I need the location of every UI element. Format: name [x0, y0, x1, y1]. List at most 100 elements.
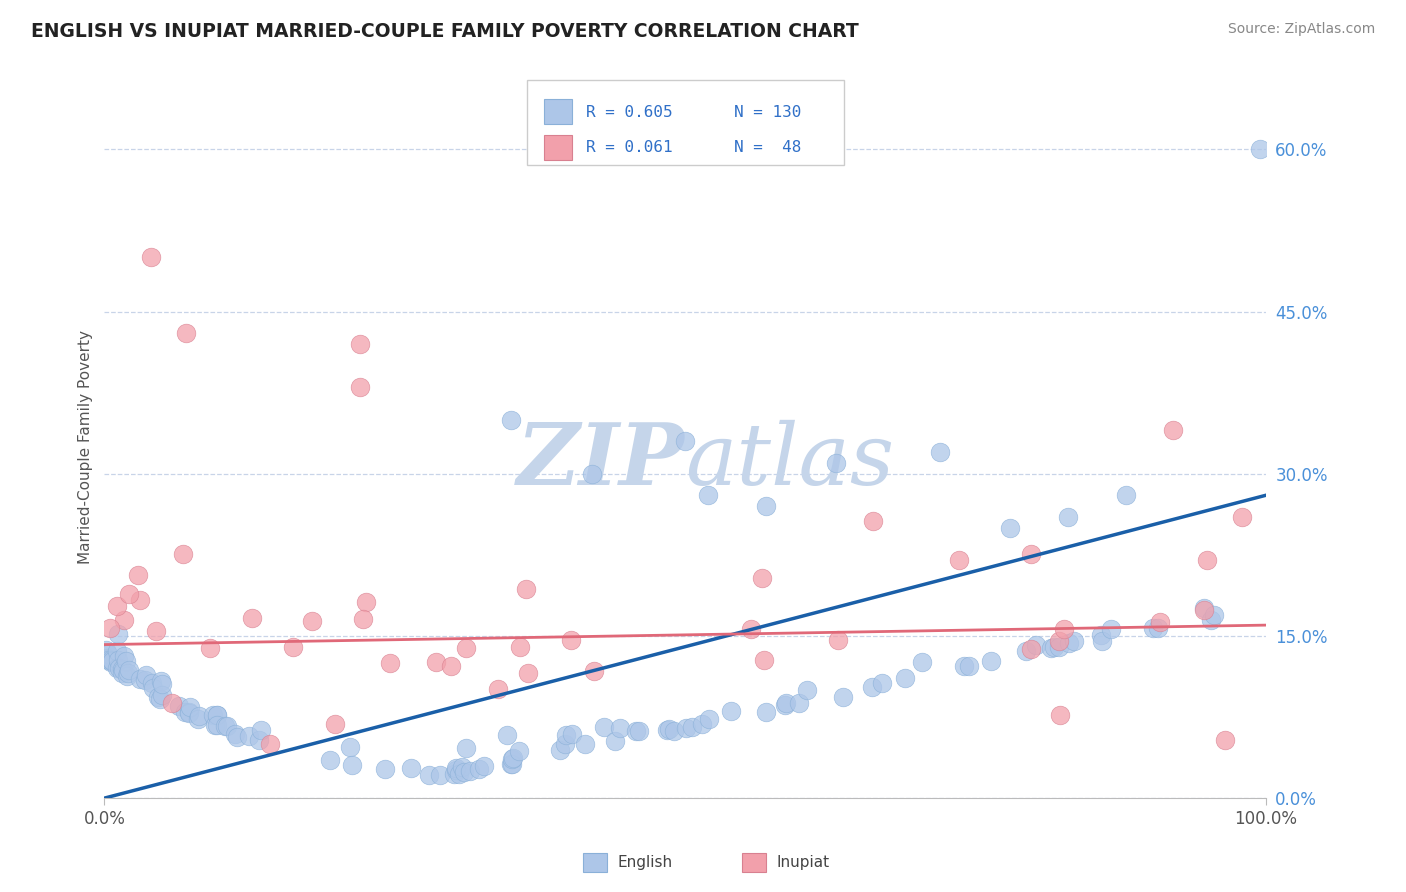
- Point: [1192, 600, 1215, 615]
- Point: [352, 612, 374, 626]
- Point: [339, 739, 361, 754]
- Point: [454, 740, 477, 755]
- Point: [697, 712, 720, 726]
- Point: [655, 723, 678, 738]
- Point: [429, 768, 451, 782]
- Point: [517, 665, 540, 680]
- Point: [205, 718, 228, 732]
- Point: [444, 763, 467, 777]
- Point: [108, 661, 131, 675]
- Point: [188, 709, 211, 723]
- Point: [129, 672, 152, 686]
- Point: [509, 640, 531, 654]
- Point: [173, 705, 195, 719]
- Point: [673, 434, 696, 449]
- Text: N =  48: N = 48: [734, 140, 801, 155]
- Point: [148, 690, 170, 705]
- Point: [443, 766, 465, 780]
- Point: [349, 380, 371, 394]
- Point: [204, 718, 226, 732]
- Point: [128, 593, 150, 607]
- Point: [860, 680, 883, 694]
- Text: ENGLISH VS INUPIAT MARRIED-COUPLE FAMILY POVERTY CORRELATION CHART: ENGLISH VS INUPIAT MARRIED-COUPLE FAMILY…: [31, 22, 859, 41]
- Point: [929, 445, 952, 459]
- Point: [114, 654, 136, 668]
- Point: [167, 699, 190, 714]
- Point: [179, 700, 201, 714]
- Point: [111, 663, 134, 677]
- Point: [446, 761, 468, 775]
- Point: [105, 644, 128, 658]
- Point: [105, 661, 128, 675]
- Point: [1057, 510, 1080, 524]
- Point: [1091, 634, 1114, 648]
- Point: [453, 765, 475, 780]
- Point: [399, 761, 422, 775]
- Text: atlas: atlas: [685, 419, 894, 502]
- Point: [458, 764, 481, 779]
- Point: [787, 696, 810, 710]
- Point: [690, 717, 713, 731]
- Point: [325, 717, 347, 731]
- Point: [1249, 142, 1271, 156]
- Point: [862, 514, 884, 528]
- Point: [515, 582, 537, 597]
- Point: [658, 723, 681, 737]
- Point: [177, 706, 200, 720]
- Point: [127, 568, 149, 582]
- Point: [752, 653, 775, 667]
- Point: [100, 653, 122, 667]
- Point: [948, 553, 970, 567]
- Point: [100, 655, 122, 669]
- Point: [467, 762, 489, 776]
- Point: [624, 723, 647, 738]
- Text: ZIP: ZIP: [517, 419, 685, 502]
- Point: [755, 499, 778, 513]
- Point: [1015, 644, 1038, 658]
- Point: [1057, 636, 1080, 650]
- Point: [135, 668, 157, 682]
- Point: [101, 654, 124, 668]
- Point: [117, 664, 139, 678]
- Point: [340, 757, 363, 772]
- Point: [187, 712, 209, 726]
- Point: [1047, 634, 1070, 648]
- Point: [583, 664, 606, 678]
- Point: [675, 721, 697, 735]
- Point: [215, 719, 238, 733]
- Point: [1161, 424, 1184, 438]
- Point: [97, 652, 120, 666]
- Point: [1019, 547, 1042, 561]
- Point: [560, 633, 582, 648]
- Point: [107, 653, 129, 667]
- Point: [374, 763, 396, 777]
- Point: [150, 673, 173, 688]
- Point: [149, 692, 172, 706]
- Point: [827, 632, 849, 647]
- Point: [96, 651, 118, 665]
- Point: [495, 728, 517, 742]
- Point: [115, 668, 138, 682]
- Point: [247, 733, 270, 747]
- Point: [107, 627, 129, 641]
- Point: [94, 642, 117, 657]
- Point: [250, 723, 273, 737]
- Point: [96, 652, 118, 666]
- Point: [548, 743, 571, 757]
- Point: [1115, 488, 1137, 502]
- Point: [1039, 640, 1062, 655]
- Point: [1197, 553, 1219, 567]
- Point: [139, 251, 162, 265]
- Point: [697, 488, 720, 502]
- Point: [1232, 510, 1254, 524]
- Point: [911, 655, 934, 669]
- Point: [502, 751, 524, 765]
- Point: [1199, 613, 1222, 627]
- Point: [425, 655, 447, 669]
- Point: [581, 467, 603, 481]
- Point: [174, 326, 197, 341]
- Point: [281, 640, 304, 654]
- Point: [456, 641, 478, 656]
- Point: [447, 767, 470, 781]
- Point: [1043, 640, 1066, 654]
